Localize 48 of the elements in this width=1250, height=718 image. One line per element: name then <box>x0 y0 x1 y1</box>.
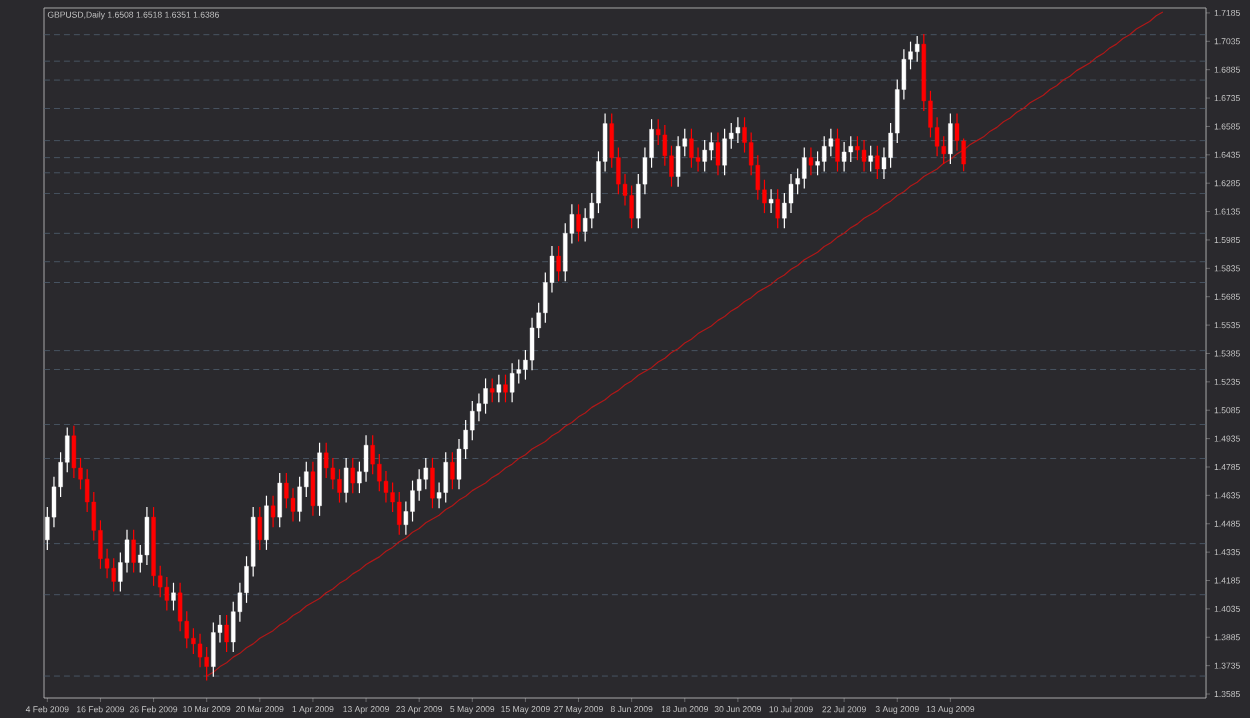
candlestick <box>914 35 920 62</box>
candlestick <box>841 141 847 172</box>
candlestick <box>337 469 342 503</box>
candlestick <box>483 378 488 414</box>
candlestick <box>576 204 581 242</box>
candlestick <box>768 189 774 214</box>
candlestick <box>171 582 176 611</box>
candlestick <box>822 136 827 172</box>
candlestick <box>709 132 714 161</box>
candlestick <box>868 145 873 172</box>
candlestick <box>370 435 375 475</box>
candlestick <box>450 452 455 490</box>
candlestick <box>556 245 561 282</box>
candlestick <box>343 457 349 503</box>
candlestick <box>310 461 316 516</box>
candlestick <box>297 476 302 522</box>
candlestick <box>775 189 780 229</box>
candlestick <box>735 117 741 144</box>
candlestick <box>257 507 262 550</box>
candlestick <box>264 495 269 550</box>
candlestick <box>490 378 495 403</box>
candlestick <box>443 452 448 503</box>
candlestick <box>430 457 435 509</box>
candlestick <box>151 507 156 586</box>
candlestick <box>317 442 322 516</box>
candlestick <box>702 140 707 172</box>
candlestick <box>861 140 867 172</box>
candlestick <box>144 507 150 566</box>
candlestick <box>397 491 402 535</box>
candlestick <box>270 495 276 528</box>
candlestick <box>722 128 727 176</box>
candlestick <box>715 132 721 176</box>
candlestick <box>509 363 515 403</box>
candlestick <box>224 614 229 653</box>
candlestick <box>689 128 694 168</box>
candlestick <box>808 147 814 176</box>
candlestick <box>835 128 840 172</box>
candlestick <box>948 113 953 164</box>
candlestick <box>131 529 136 573</box>
candlestick <box>802 147 807 189</box>
candlestick <box>496 374 502 403</box>
candlestick <box>815 151 820 176</box>
candlestick <box>211 622 216 677</box>
candlestick <box>350 457 355 494</box>
candlestick <box>277 473 282 528</box>
candlestick <box>875 145 880 180</box>
candlestick <box>503 374 508 403</box>
candlestick <box>675 136 681 187</box>
